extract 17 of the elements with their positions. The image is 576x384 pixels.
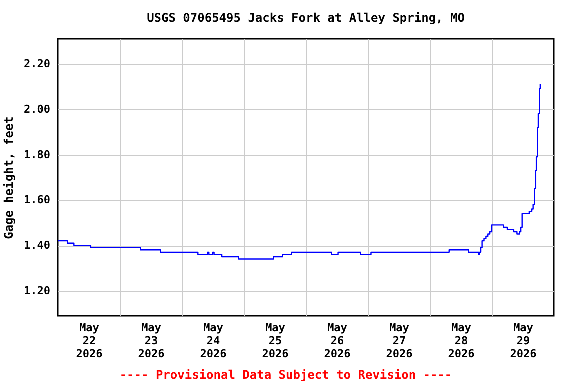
x-tick-label: May 29 2026 — [510, 322, 538, 360]
chart-title: USGS 07065495 Jacks Fork at Alley Spring, MO — [147, 11, 465, 25]
x-tick-label: May 24 2026 — [200, 322, 228, 360]
x-tick-label: May 23 2026 — [138, 322, 166, 360]
y-tick-label: 2.20 — [24, 57, 50, 70]
x-tick-label: May 26 2026 — [324, 322, 352, 360]
x-tick-label: May 22 2026 — [76, 322, 104, 360]
y-tick-label: 1.20 — [24, 284, 50, 298]
y-axis-title: Gage height, feet — [2, 116, 16, 240]
text: ---- Provisional Data Subject to Revision ---- — [120, 368, 452, 382]
x-tick-label: May 25 2026 — [262, 322, 290, 360]
x-tick-label: May 27 2026 — [386, 322, 414, 360]
y-tick-label: 1.80 — [24, 148, 50, 162]
y-tick-label: 2.00 — [24, 102, 50, 116]
y-tick-label: 1.40 — [24, 239, 50, 252]
x-tick-label: May 28 2026 — [448, 322, 476, 360]
y-tick-label: 1.60 — [24, 194, 50, 207]
